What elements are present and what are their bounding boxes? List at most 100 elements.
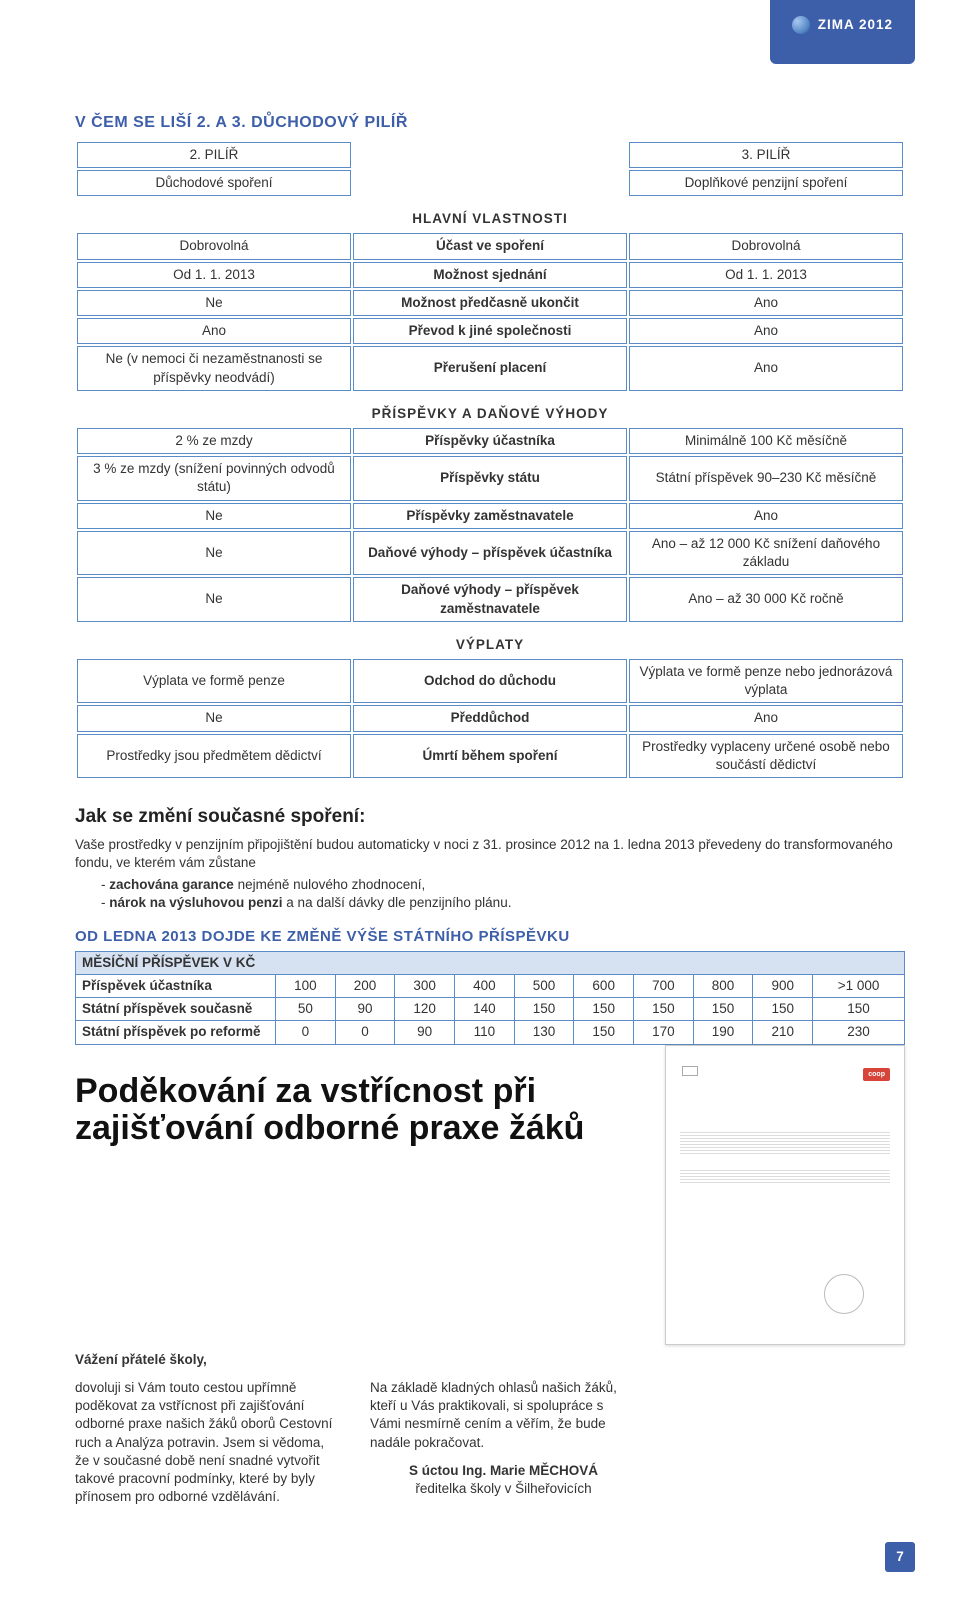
- letter-col-1: dovoluji si Vám touto cestou upřímně pod…: [75, 1379, 342, 1513]
- cmp-mid: Daňové výhody – příspěvek zaměstnavatele: [353, 577, 627, 621]
- contrib-header-label: MĚSÍČNÍ PŘÍSPĚVEK V KČ: [76, 951, 905, 974]
- contrib-cell: 800: [693, 975, 753, 998]
- contrib-cell: 900: [753, 975, 813, 998]
- change-bullets: zachována garance nejméně nulového zhodn…: [75, 876, 905, 912]
- cmp-right: Ano: [629, 290, 903, 316]
- cmp-left: Ne: [77, 705, 351, 731]
- change-body: Vaše prostředky v penzijním připojištění…: [75, 836, 905, 872]
- contrib-cell: 230: [813, 1021, 905, 1044]
- tax-heading: PŘÍSPĚVKY A DAŇOVÉ VÝHODY: [77, 395, 903, 426]
- cmp-left: Ano: [77, 318, 351, 344]
- pillar2-sub: Důchodové spoření: [77, 170, 351, 196]
- cmp-left: Výplata ve formě penze: [77, 659, 351, 703]
- cmp-left: Ne: [77, 577, 351, 621]
- cmp-right: Ano: [629, 318, 903, 344]
- cmp-left: 2 % ze mzdy: [77, 428, 351, 454]
- contrib-row-label: Státní příspěvek současně: [76, 998, 276, 1021]
- contrib-cell: 150: [693, 998, 753, 1021]
- cmp-right: Minimálně 100 Kč měsíčně: [629, 428, 903, 454]
- letter-text-1: dovoluji si Vám touto cestou upřímně pod…: [75, 1379, 342, 1507]
- letter-logo-icon: [682, 1066, 698, 1076]
- letter-col-2: Na základě kladných ohlasů našich žáků, …: [370, 1379, 637, 1498]
- pillar-header-table: 2. PILÍŘ 3. PILÍŘ Důchodové spoření Dopl…: [75, 140, 905, 198]
- cmp-mid: Příspěvky účastníka: [353, 428, 627, 454]
- contrib-cell: 140: [455, 998, 515, 1021]
- letter-thumbnail: coop: [665, 1045, 905, 1345]
- cmp-mid: Možnost předčasně ukončit: [353, 290, 627, 316]
- contrib-cell: 400: [455, 975, 515, 998]
- cmp-left: Ne (v nemoci či nezaměstnanosti se přísp…: [77, 346, 351, 390]
- globe-icon: [792, 16, 810, 34]
- header-tab-wrap: ZIMA 2012: [0, 0, 960, 64]
- cmp-right: Ano: [629, 705, 903, 731]
- cmp-right: Ano: [629, 503, 903, 529]
- greeting: Vážení přátelé školy,: [75, 1352, 207, 1367]
- cmp-right: Výplata ve formě penze nebo jednorázová …: [629, 659, 903, 703]
- contrib-cell: 50: [276, 998, 336, 1021]
- contrib-cell: 90: [395, 1021, 455, 1044]
- cmp-mid: Příspěvky zaměstnavatele: [353, 503, 627, 529]
- contrib-cell: 300: [395, 975, 455, 998]
- cmp-right: Ano: [629, 346, 903, 390]
- cmp-left: Od 1. 1. 2013: [77, 262, 351, 288]
- spacer: [353, 170, 627, 196]
- cmp-left: Ne: [77, 290, 351, 316]
- contrib-cell: 600: [574, 975, 634, 998]
- coop-badge: coop: [863, 1068, 890, 1081]
- thanks-heading: Poděkování za vstřícnost při zajišťování…: [75, 1073, 645, 1148]
- page-content: V ČEM SE LIŠÍ 2. A 3. DŮCHODOVÝ PILÍŘ 2.…: [0, 64, 960, 1602]
- signature-name: S úctou Ing. Marie MĚCHOVÁ: [409, 1463, 598, 1478]
- bullet-item: nárok na výsluhovou penzi a na další dáv…: [115, 894, 905, 912]
- cmp-mid: Úmrtí během spoření: [353, 734, 627, 778]
- contrib-cell: 210: [753, 1021, 813, 1044]
- contrib-cell: 120: [395, 998, 455, 1021]
- pillar2-label: 2. PILÍŘ: [77, 142, 351, 168]
- cmp-right: Od 1. 1. 2013: [629, 262, 903, 288]
- contrib-heading: OD LEDNA 2013 DOJDE KE ZMĚNĚ VÝŠE STÁTNÍ…: [75, 927, 905, 947]
- pillar3-sub: Doplňkové penzijní spoření: [629, 170, 903, 196]
- contrib-cell: 150: [574, 998, 634, 1021]
- bullet-item: zachována garance nejméně nulového zhodn…: [115, 876, 905, 894]
- contrib-cell: 150: [634, 998, 694, 1021]
- spacer: [353, 142, 627, 168]
- signature-role: ředitelka školy v Šilheřovicích: [415, 1481, 591, 1496]
- cmp-mid: Příspěvky státu: [353, 456, 627, 500]
- contrib-cell: 200: [335, 975, 395, 998]
- cmp-left: Ne: [77, 531, 351, 575]
- page-number: 7: [885, 1542, 915, 1572]
- pay-heading: VÝPLATY: [77, 626, 903, 657]
- header-tab-label: ZIMA 2012: [818, 16, 893, 34]
- cmp-right: Ano – až 30 000 Kč ročně: [629, 577, 903, 621]
- cmp-right: Dobrovolná: [629, 233, 903, 259]
- contrib-cell: 100: [276, 975, 336, 998]
- contrib-cell: 150: [574, 1021, 634, 1044]
- cmp-right: Prostředky vyplaceny určené osobě nebo s…: [629, 734, 903, 778]
- header-tab: ZIMA 2012: [770, 0, 915, 64]
- contrib-cell: 110: [455, 1021, 515, 1044]
- pillar3-label: 3. PILÍŘ: [629, 142, 903, 168]
- cmp-left: 3 % ze mzdy (snížení povinných odvodů st…: [77, 456, 351, 500]
- contrib-cell: 150: [514, 998, 574, 1021]
- letter-image: coop: [665, 1045, 905, 1345]
- pay-table: VÝPLATY Výplata ve formě penzeOdchod do …: [75, 624, 905, 780]
- cmp-mid: Účast ve spoření: [353, 233, 627, 259]
- cmp-left: Ne: [77, 503, 351, 529]
- letter-text-2: Na základě kladných ohlasů našich žáků, …: [370, 1379, 637, 1452]
- stamp-icon: [824, 1274, 864, 1314]
- cmp-mid: Daňové výhody – příspěvek účastníka: [353, 531, 627, 575]
- cmp-mid: Přerušení placení: [353, 346, 627, 390]
- comparison-title: V ČEM SE LIŠÍ 2. A 3. DŮCHODOVÝ PILÍŘ: [75, 112, 905, 134]
- contrib-cell: 0: [335, 1021, 395, 1044]
- cmp-mid: Převod k jiné společnosti: [353, 318, 627, 344]
- change-heading: Jak se změní současné spoření:: [75, 804, 905, 830]
- cmp-mid: Možnost sjednání: [353, 262, 627, 288]
- contrib-cell: >1 000: [813, 975, 905, 998]
- contrib-cell: 190: [693, 1021, 753, 1044]
- contrib-cell: 90: [335, 998, 395, 1021]
- contrib-row-label: Státní příspěvek po reformě: [76, 1021, 276, 1044]
- contrib-row-label: Příspěvek účastníka: [76, 975, 276, 998]
- cmp-left: Prostředky jsou předmětem dědictví: [77, 734, 351, 778]
- contrib-cell: 700: [634, 975, 694, 998]
- contrib-cell: 150: [753, 998, 813, 1021]
- contrib-cell: 0: [276, 1021, 336, 1044]
